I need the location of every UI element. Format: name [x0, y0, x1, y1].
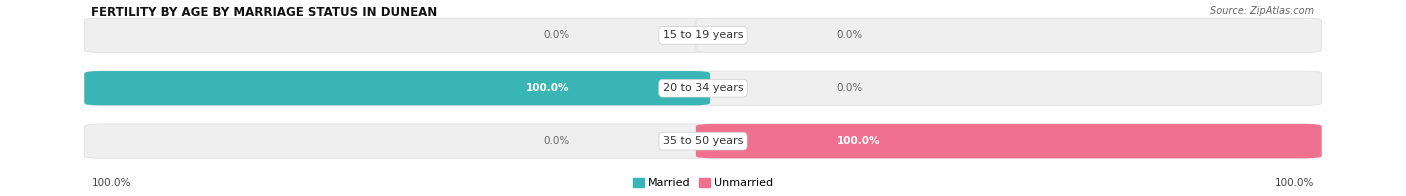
- Text: Source: ZipAtlas.com: Source: ZipAtlas.com: [1211, 6, 1315, 16]
- Text: 15 to 19 years: 15 to 19 years: [662, 30, 744, 40]
- FancyBboxPatch shape: [696, 18, 1322, 53]
- Text: 100.0%: 100.0%: [526, 83, 569, 93]
- FancyBboxPatch shape: [84, 71, 710, 105]
- Text: 20 to 34 years: 20 to 34 years: [662, 83, 744, 93]
- Text: 100.0%: 100.0%: [91, 178, 131, 188]
- Text: FERTILITY BY AGE BY MARRIAGE STATUS IN DUNEAN: FERTILITY BY AGE BY MARRIAGE STATUS IN D…: [91, 6, 437, 19]
- FancyBboxPatch shape: [84, 124, 710, 158]
- Text: 35 to 50 years: 35 to 50 years: [662, 136, 744, 146]
- FancyBboxPatch shape: [696, 71, 1322, 105]
- Text: 100.0%: 100.0%: [837, 136, 880, 146]
- Text: 0.0%: 0.0%: [837, 30, 863, 40]
- FancyBboxPatch shape: [84, 71, 710, 105]
- FancyBboxPatch shape: [696, 124, 1322, 158]
- FancyBboxPatch shape: [696, 124, 1322, 158]
- Legend: Married, Unmarried: Married, Unmarried: [630, 176, 776, 191]
- FancyBboxPatch shape: [84, 18, 710, 53]
- Text: 100.0%: 100.0%: [1275, 178, 1315, 188]
- Text: 0.0%: 0.0%: [543, 136, 569, 146]
- Text: 0.0%: 0.0%: [837, 83, 863, 93]
- Text: 0.0%: 0.0%: [543, 30, 569, 40]
